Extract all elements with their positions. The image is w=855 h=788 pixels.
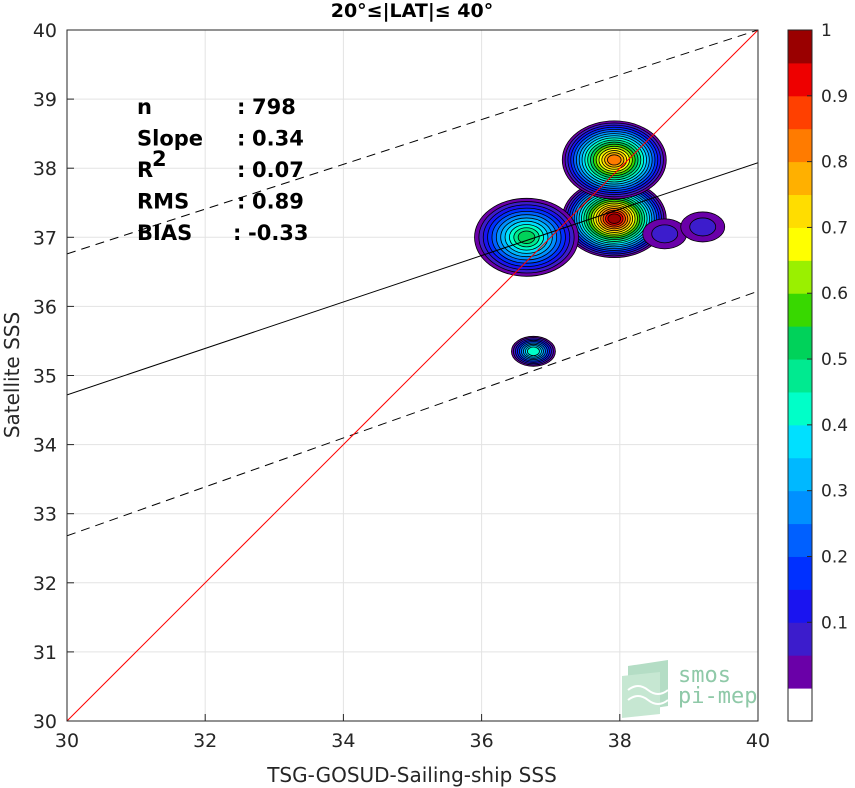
colorbar-frame <box>787 29 813 722</box>
stat-superscript: 2 <box>152 147 167 171</box>
colorbar-swatch <box>788 95 812 130</box>
colorbar-swatch <box>788 227 812 261</box>
stat-separator: : <box>233 221 241 245</box>
density-contour-level <box>607 213 622 224</box>
colorbar-swatch <box>788 194 812 228</box>
colorbar-tick-label: 0.7 <box>821 218 848 238</box>
y-axis-label: Satellite SSS <box>0 312 24 438</box>
logo-text-smos: smos <box>678 663 731 688</box>
logo-text-pi-mep: pi-mep <box>678 684 757 709</box>
x-tick-label: 40 <box>746 730 770 752</box>
smos-pi-mep-logo: smos pi-mep <box>622 660 757 718</box>
stat-label: BIAS <box>137 221 192 245</box>
colorbar-tick-label: 0.6 <box>821 284 848 304</box>
stat-label: n <box>137 95 152 119</box>
colorbar-swatch <box>788 490 812 525</box>
density-contour-level <box>517 230 536 244</box>
stat-separator: : <box>237 190 245 214</box>
y-tick-label: 36 <box>33 296 57 318</box>
y-tick-labels: 30 31 32 33 34 35 36 37 38 39 40 <box>33 20 57 733</box>
colorbar-swatch <box>788 62 812 97</box>
colorbar-swatch <box>788 622 812 656</box>
density-contour-level <box>527 346 540 357</box>
colorbar-tick-label: 0.3 <box>821 482 848 502</box>
y-tick-label: 37 <box>33 227 57 249</box>
colorbar-swatch <box>788 457 812 492</box>
y-tick-label: 34 <box>33 435 57 457</box>
identity-line <box>67 30 758 721</box>
colorbar-swatch <box>788 293 812 327</box>
stat-value: 798 <box>252 95 296 119</box>
stat-label: RMS <box>137 190 189 214</box>
reference-lines <box>67 30 758 721</box>
density-contour-level <box>607 154 622 166</box>
density-contours <box>474 120 726 367</box>
stat-separator: : <box>237 127 245 151</box>
upper-bound-line <box>67 30 758 255</box>
colorbar-swatch <box>788 30 812 64</box>
x-tick-label: 36 <box>470 730 494 752</box>
y-tick-label: 35 <box>33 366 57 388</box>
stat-separator: : <box>237 158 245 182</box>
colorbar-swatch <box>788 359 812 393</box>
y-tick-label: 31 <box>33 642 57 664</box>
colorbar <box>787 29 813 722</box>
colorbar-tick-label: 1 <box>821 21 832 41</box>
x-tick-label: 32 <box>193 730 217 752</box>
plot-frame <box>66 29 759 722</box>
stat-separator: : <box>237 95 245 119</box>
colorbar-tick-label: 0.2 <box>821 547 848 567</box>
x-tick-label: 38 <box>608 730 632 752</box>
x-tick-label: 30 <box>55 730 79 752</box>
colorbar-swatch <box>788 391 812 426</box>
y-tick-label: 33 <box>33 504 57 526</box>
colorbar-swatch <box>788 688 812 722</box>
stat-value: 0.89 <box>252 190 304 214</box>
stat-value: 0.34 <box>252 127 304 151</box>
colorbar-tick-label: 0.9 <box>821 87 848 107</box>
colorbar-tick-label: 0.5 <box>821 350 848 370</box>
stat-label: R <box>137 158 153 182</box>
chart-title: 20°≤|LAT|≤ 40° <box>331 0 494 22</box>
x-tick-label: 34 <box>331 730 355 752</box>
y-tick-label: 38 <box>33 158 57 180</box>
stat-value: -0.33 <box>248 221 309 245</box>
colorbar-swatch <box>788 589 812 623</box>
colorbar-swatch <box>788 128 812 163</box>
density-contour-level <box>689 217 717 237</box>
colorbar-swatch <box>788 424 812 459</box>
wave-logo-icon <box>622 660 669 718</box>
x-axis-label: TSG-GOSUD-Sailing-ship SSS <box>266 763 557 787</box>
colorbar-swatch <box>788 523 812 557</box>
y-tick-label: 40 <box>33 20 57 42</box>
density-contour-level <box>651 224 679 244</box>
stat-label: Slope <box>137 127 203 151</box>
colorbar-tick-label: 0.8 <box>821 153 848 173</box>
regression-line <box>67 162 758 396</box>
colorbar-swatch <box>788 161 812 196</box>
colorbar-swatch <box>788 260 812 294</box>
colorbar-swatch <box>788 655 812 689</box>
lower-bound-line <box>67 290 758 537</box>
stat-value: 0.07 <box>252 158 304 182</box>
y-tick-label: 39 <box>33 89 57 111</box>
y-tick-label: 30 <box>33 711 57 733</box>
y-tick-label: 32 <box>33 573 57 595</box>
colorbar-tick-label: 0.1 <box>821 613 848 633</box>
colorbar-swatch <box>788 556 812 590</box>
x-tick-labels: 30 32 34 36 38 40 <box>55 730 770 752</box>
colorbar-swatch <box>788 326 812 360</box>
colorbar-tick-labels: 0.1 0.2 0.3 0.4 0.5 0.6 0.7 0.8 0.9 1 <box>821 21 848 633</box>
colorbar-tick-label: 0.4 <box>821 416 848 436</box>
